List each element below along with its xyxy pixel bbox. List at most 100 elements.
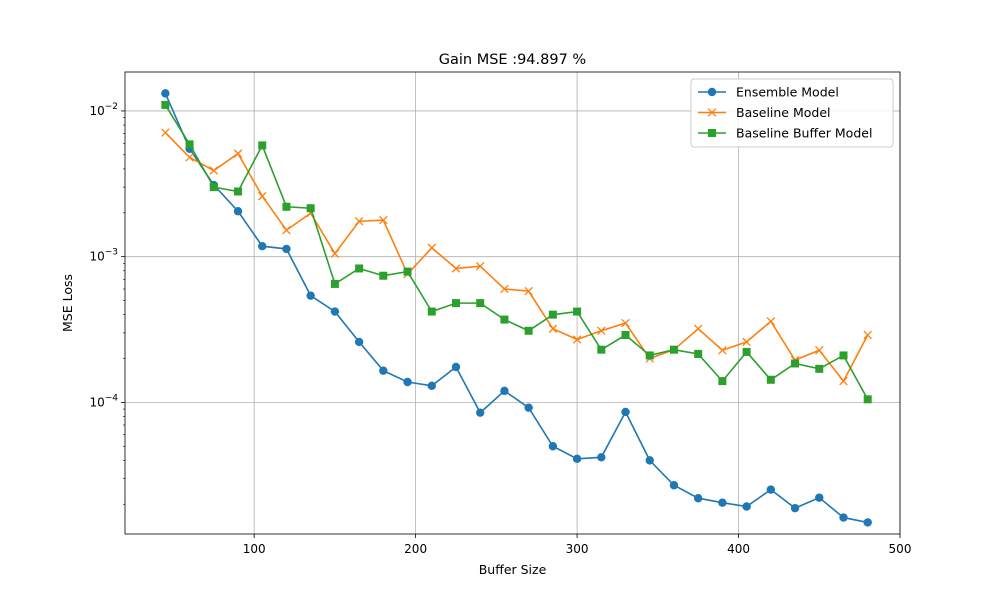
legend-label: Ensemble Model bbox=[736, 85, 839, 100]
data-point bbox=[790, 503, 800, 513]
data-point bbox=[548, 324, 558, 334]
data-point bbox=[839, 351, 848, 360]
data-point bbox=[354, 216, 364, 226]
data-point bbox=[379, 366, 388, 375]
data-point bbox=[766, 317, 776, 326]
data-point bbox=[476, 299, 485, 308]
data-point bbox=[597, 326, 606, 336]
data-point bbox=[451, 362, 461, 372]
data-point bbox=[427, 381, 436, 390]
data-point bbox=[718, 498, 727, 507]
x-tick-label: 100 bbox=[243, 542, 266, 556]
data-point bbox=[233, 149, 243, 158]
legend-label: Baseline Buffer Model bbox=[736, 126, 872, 141]
data-point bbox=[282, 202, 291, 211]
data-point bbox=[524, 326, 533, 335]
series-line bbox=[164, 93, 868, 524]
x-axis-label: Buffer Size bbox=[479, 562, 547, 577]
data-point bbox=[815, 493, 824, 502]
data-point bbox=[742, 347, 751, 356]
series-line bbox=[164, 104, 869, 400]
data-point bbox=[548, 310, 557, 319]
data-point bbox=[403, 377, 412, 387]
data-point bbox=[282, 225, 291, 235]
legend-item: Baseline Model bbox=[698, 105, 831, 120]
series-2 bbox=[161, 128, 872, 386]
data-point bbox=[451, 264, 461, 273]
data-point bbox=[718, 345, 727, 355]
data-point bbox=[500, 284, 509, 294]
data-point bbox=[330, 279, 339, 288]
data-point bbox=[863, 518, 872, 527]
data-point bbox=[766, 375, 775, 384]
data-point bbox=[863, 395, 872, 404]
data-point bbox=[621, 318, 630, 328]
data-point bbox=[621, 407, 630, 417]
data-point bbox=[708, 129, 716, 137]
plot-frame bbox=[124, 71, 901, 535]
data-point bbox=[707, 108, 717, 117]
data-point bbox=[306, 291, 315, 300]
data-point bbox=[742, 337, 751, 347]
data-point bbox=[475, 261, 485, 271]
data-point bbox=[669, 481, 679, 490]
data-point bbox=[257, 191, 267, 201]
legend-label: Baseline Model bbox=[736, 105, 831, 120]
data-point bbox=[234, 187, 243, 196]
legend: Ensemble Model Baseline Model Baseline Buf… bbox=[690, 78, 894, 148]
data-point bbox=[707, 87, 717, 97]
data-point bbox=[839, 513, 848, 522]
data-point bbox=[548, 442, 558, 451]
data-point bbox=[572, 454, 582, 464]
data-point bbox=[282, 244, 291, 254]
data-point bbox=[379, 271, 388, 280]
y-tick-label: 10−2 bbox=[89, 102, 118, 118]
data-point bbox=[621, 331, 630, 340]
data-point bbox=[500, 315, 509, 324]
data-point bbox=[185, 153, 194, 162]
data-point bbox=[161, 128, 170, 137]
series-layer bbox=[161, 89, 872, 527]
data-point bbox=[839, 376, 848, 386]
data-point bbox=[693, 324, 703, 334]
data-point bbox=[330, 307, 340, 316]
data-point bbox=[815, 345, 824, 355]
data-point bbox=[791, 359, 800, 368]
data-point bbox=[306, 204, 315, 213]
axis-ticks: 100 200 300 400 500 10−4 10−3 10−2 bbox=[89, 102, 911, 556]
chart-title: Gain MSE :94.897 % bbox=[439, 52, 586, 68]
data-point bbox=[258, 141, 267, 150]
data-point bbox=[742, 502, 751, 511]
data-point bbox=[161, 100, 170, 109]
data-point bbox=[185, 140, 194, 149]
data-point bbox=[718, 377, 727, 386]
data-point bbox=[330, 249, 340, 258]
data-point bbox=[815, 364, 824, 373]
x-tick-label: 200 bbox=[404, 542, 427, 556]
data-point bbox=[209, 183, 218, 192]
y-tick-label: 10−3 bbox=[89, 248, 118, 264]
data-point bbox=[355, 264, 364, 273]
data-point bbox=[669, 345, 678, 354]
series-1 bbox=[161, 89, 872, 527]
legend-item: Ensemble Model bbox=[698, 85, 839, 100]
data-point bbox=[645, 351, 654, 360]
data-point bbox=[209, 166, 219, 175]
data-point bbox=[573, 307, 582, 316]
data-point bbox=[694, 349, 703, 358]
data-point bbox=[427, 243, 437, 253]
data-point bbox=[379, 215, 388, 225]
data-point bbox=[161, 89, 170, 98]
y-tick-label: 10−4 bbox=[89, 393, 118, 409]
data-point bbox=[597, 453, 606, 462]
data-point bbox=[451, 299, 460, 308]
data-point bbox=[572, 335, 582, 344]
data-point bbox=[354, 337, 364, 347]
data-point bbox=[524, 286, 533, 296]
data-point bbox=[645, 456, 654, 465]
series-3 bbox=[161, 100, 872, 404]
x-tick-label: 500 bbox=[889, 542, 912, 556]
legend-item: Baseline Buffer Model bbox=[698, 126, 872, 141]
data-point bbox=[258, 241, 267, 251]
